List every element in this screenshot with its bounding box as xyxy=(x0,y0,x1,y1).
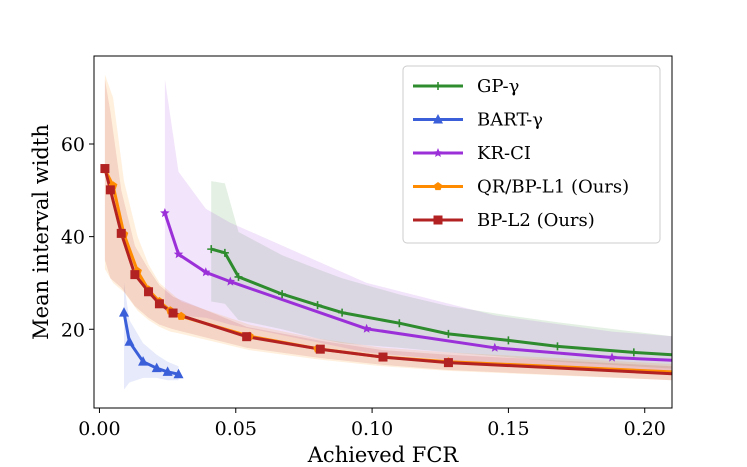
bart-point xyxy=(173,368,184,379)
x-tick-label: 0.10 xyxy=(351,418,393,440)
bart-point xyxy=(162,366,173,376)
gp-point xyxy=(234,272,243,281)
kr-ci-line xyxy=(163,212,672,362)
x-tick-label: 0.05 xyxy=(215,418,257,440)
bp-l2-ours-legend-marker xyxy=(433,215,443,225)
bp-l2-ours-point xyxy=(130,270,140,280)
kr-ci-point xyxy=(160,208,170,218)
y-axis-label: Mean interval width xyxy=(29,124,53,340)
bp-l2-ours-point xyxy=(100,164,110,174)
bp-l2-ours-point xyxy=(315,344,325,354)
series-markers xyxy=(100,164,638,379)
bp-l2-ours-point xyxy=(168,308,178,318)
bp-l2-ours-point xyxy=(154,299,164,309)
bp-l2-ours-point xyxy=(105,185,115,195)
kr-ci-legend-label: KR-CI xyxy=(477,143,531,164)
y-tick-label: 60 xyxy=(61,134,85,156)
bp-l2-ours-point xyxy=(144,287,154,297)
gp-line xyxy=(210,247,672,357)
x-tick-label: 0.00 xyxy=(78,418,120,440)
gp-point xyxy=(278,290,287,299)
legend-box xyxy=(402,65,661,244)
kr-ci-legend-marker xyxy=(433,148,443,157)
bart-point xyxy=(124,336,135,346)
bart-legend-label: BART-γ xyxy=(477,110,543,131)
bp-l2-ours-point xyxy=(378,352,388,362)
kr-ci-point xyxy=(225,276,236,286)
kr-ci-point xyxy=(607,352,617,362)
qr-bp-l1-ours-legend-marker xyxy=(433,182,443,191)
gp-point xyxy=(207,245,216,254)
bp-l2-ours-line xyxy=(103,168,672,376)
gp-point xyxy=(553,342,562,351)
x-tick-label: 0.20 xyxy=(624,418,666,440)
y-tick-label: 40 xyxy=(61,227,85,249)
x-axis-label: Achieved FCR xyxy=(307,443,460,467)
x-tick-label: 0.15 xyxy=(487,418,529,440)
gp-point xyxy=(220,248,229,257)
bp-l2-ours-point xyxy=(116,228,126,238)
gp-point xyxy=(444,329,453,338)
gp-point xyxy=(313,301,322,310)
gp-legend-marker xyxy=(434,82,442,90)
x-axis-ticks: 0.00 0.05 0.10 0.15 0.20 xyxy=(78,408,666,440)
gp-band xyxy=(211,181,672,369)
plot-frame xyxy=(93,55,673,409)
legend: GP-γ BART-γ KR-CI QR/BP-L1 (Ours) BP-L2 (Our… xyxy=(402,65,661,244)
kr-ci-point xyxy=(173,249,184,259)
bart-legend-marker xyxy=(433,114,443,124)
kr-ci-point xyxy=(490,342,500,352)
bp-l2-ours-point xyxy=(242,332,252,342)
bart-point xyxy=(138,356,149,366)
gp-point xyxy=(629,348,638,357)
gp-legend-label: GP-γ xyxy=(477,76,519,97)
bart-point xyxy=(118,307,129,317)
qr-bp-l1-ours-legend-label: QR/BP-L1 (Ours) xyxy=(477,177,629,198)
gp-point xyxy=(504,336,513,345)
kr-ci-band xyxy=(164,79,672,374)
qr-bp-l1-ours-point xyxy=(177,311,186,320)
bp-l2-ours-legend-label: BP-L2 (Ours) xyxy=(477,210,595,231)
bp-l2-ours-point xyxy=(443,358,453,368)
kr-ci-point xyxy=(201,267,211,277)
kr-ci-point xyxy=(361,323,372,333)
y-axis-ticks: 20 40 60 xyxy=(61,134,94,341)
gp-point xyxy=(395,319,404,328)
confidence-bands xyxy=(104,74,672,390)
y-tick-label: 20 xyxy=(61,319,85,341)
bart-point xyxy=(151,362,162,373)
gp-point xyxy=(338,308,347,317)
bart-band xyxy=(124,282,179,390)
